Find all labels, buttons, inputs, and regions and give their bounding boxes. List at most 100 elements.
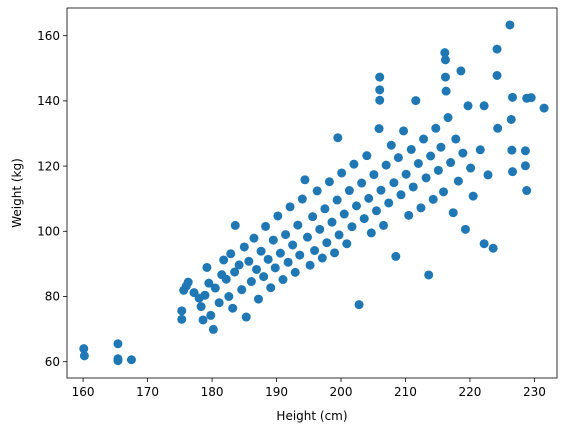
data-point xyxy=(241,312,251,322)
data-point xyxy=(302,232,312,242)
data-point xyxy=(198,315,208,325)
data-point xyxy=(256,246,266,256)
data-point xyxy=(421,173,431,183)
data-point xyxy=(308,212,318,222)
x-tick-label: 210 xyxy=(394,385,417,399)
data-point xyxy=(273,211,283,221)
data-point xyxy=(290,267,300,277)
data-point xyxy=(244,256,254,266)
data-point xyxy=(200,290,210,300)
data-point xyxy=(288,240,298,250)
data-point xyxy=(448,208,458,218)
data-point xyxy=(202,262,212,272)
data-point xyxy=(439,187,449,197)
x-tick-label: 230 xyxy=(523,385,546,399)
data-point xyxy=(196,302,206,312)
data-point xyxy=(239,242,249,252)
data-point xyxy=(293,220,303,230)
data-point xyxy=(362,151,372,161)
data-point xyxy=(520,161,530,171)
data-point xyxy=(219,255,229,265)
data-point xyxy=(479,239,489,249)
data-point xyxy=(505,20,515,30)
data-point xyxy=(206,310,216,320)
data-point xyxy=(475,145,485,155)
data-point xyxy=(460,224,470,234)
data-point xyxy=(113,339,123,349)
data-point xyxy=(456,66,466,76)
data-point xyxy=(79,351,89,361)
data-point xyxy=(357,178,367,188)
x-axis-ticks: 160 170 180 190 200 210 220 230 xyxy=(72,378,546,399)
data-point xyxy=(330,248,340,258)
x-tick-label: 200 xyxy=(330,385,353,399)
y-tick-label: 120 xyxy=(37,159,60,173)
data-point xyxy=(283,257,293,267)
data-point xyxy=(440,48,450,58)
data-point xyxy=(208,324,218,334)
data-point xyxy=(327,217,337,227)
data-point xyxy=(210,283,220,293)
data-point xyxy=(281,230,291,240)
data-point xyxy=(312,186,322,196)
data-points xyxy=(79,20,549,366)
data-point xyxy=(522,186,532,196)
data-point xyxy=(305,260,315,270)
data-point xyxy=(300,175,310,185)
data-point xyxy=(446,158,456,168)
data-point xyxy=(381,160,391,170)
data-point xyxy=(520,146,530,156)
data-point xyxy=(451,134,461,144)
x-tick-label: 160 xyxy=(72,385,95,399)
data-point xyxy=(261,221,271,231)
data-point xyxy=(433,165,443,175)
data-point xyxy=(479,101,489,111)
y-tick-label: 80 xyxy=(45,290,60,304)
data-point xyxy=(493,123,503,133)
data-point xyxy=(266,283,276,293)
data-point xyxy=(224,292,234,302)
data-point xyxy=(214,298,224,308)
x-tick-label: 170 xyxy=(136,385,159,399)
data-point xyxy=(419,134,429,144)
plot-frame xyxy=(66,7,558,379)
data-point xyxy=(259,272,269,282)
data-point xyxy=(278,275,288,285)
data-point xyxy=(506,114,516,124)
data-point xyxy=(441,86,451,96)
data-point xyxy=(322,238,332,248)
data-point xyxy=(285,202,295,212)
x-axis-title: Height (cm) xyxy=(276,409,347,423)
data-point xyxy=(453,176,463,186)
data-point xyxy=(204,278,214,288)
data-point xyxy=(375,72,385,82)
data-point xyxy=(366,228,376,238)
data-point xyxy=(396,190,406,200)
data-point xyxy=(426,151,436,161)
data-point xyxy=(466,163,476,173)
data-point xyxy=(237,285,247,295)
data-point xyxy=(399,126,409,136)
data-point xyxy=(416,203,426,213)
data-point xyxy=(230,267,240,277)
data-point xyxy=(375,85,385,95)
data-point xyxy=(428,194,438,204)
y-tick-label: 100 xyxy=(37,225,60,239)
data-point xyxy=(253,294,263,304)
data-point xyxy=(295,250,305,260)
data-point xyxy=(315,224,325,234)
data-point xyxy=(249,233,259,243)
y-tick-label: 160 xyxy=(37,29,60,43)
data-point xyxy=(351,201,361,211)
data-point xyxy=(369,170,379,180)
data-point xyxy=(526,93,536,103)
data-point xyxy=(404,210,414,220)
data-point xyxy=(389,178,399,188)
data-point xyxy=(339,209,349,219)
x-tick-label: 190 xyxy=(265,385,288,399)
data-point xyxy=(393,153,403,163)
data-point xyxy=(440,72,450,82)
data-point xyxy=(324,177,334,187)
data-point xyxy=(413,158,423,168)
